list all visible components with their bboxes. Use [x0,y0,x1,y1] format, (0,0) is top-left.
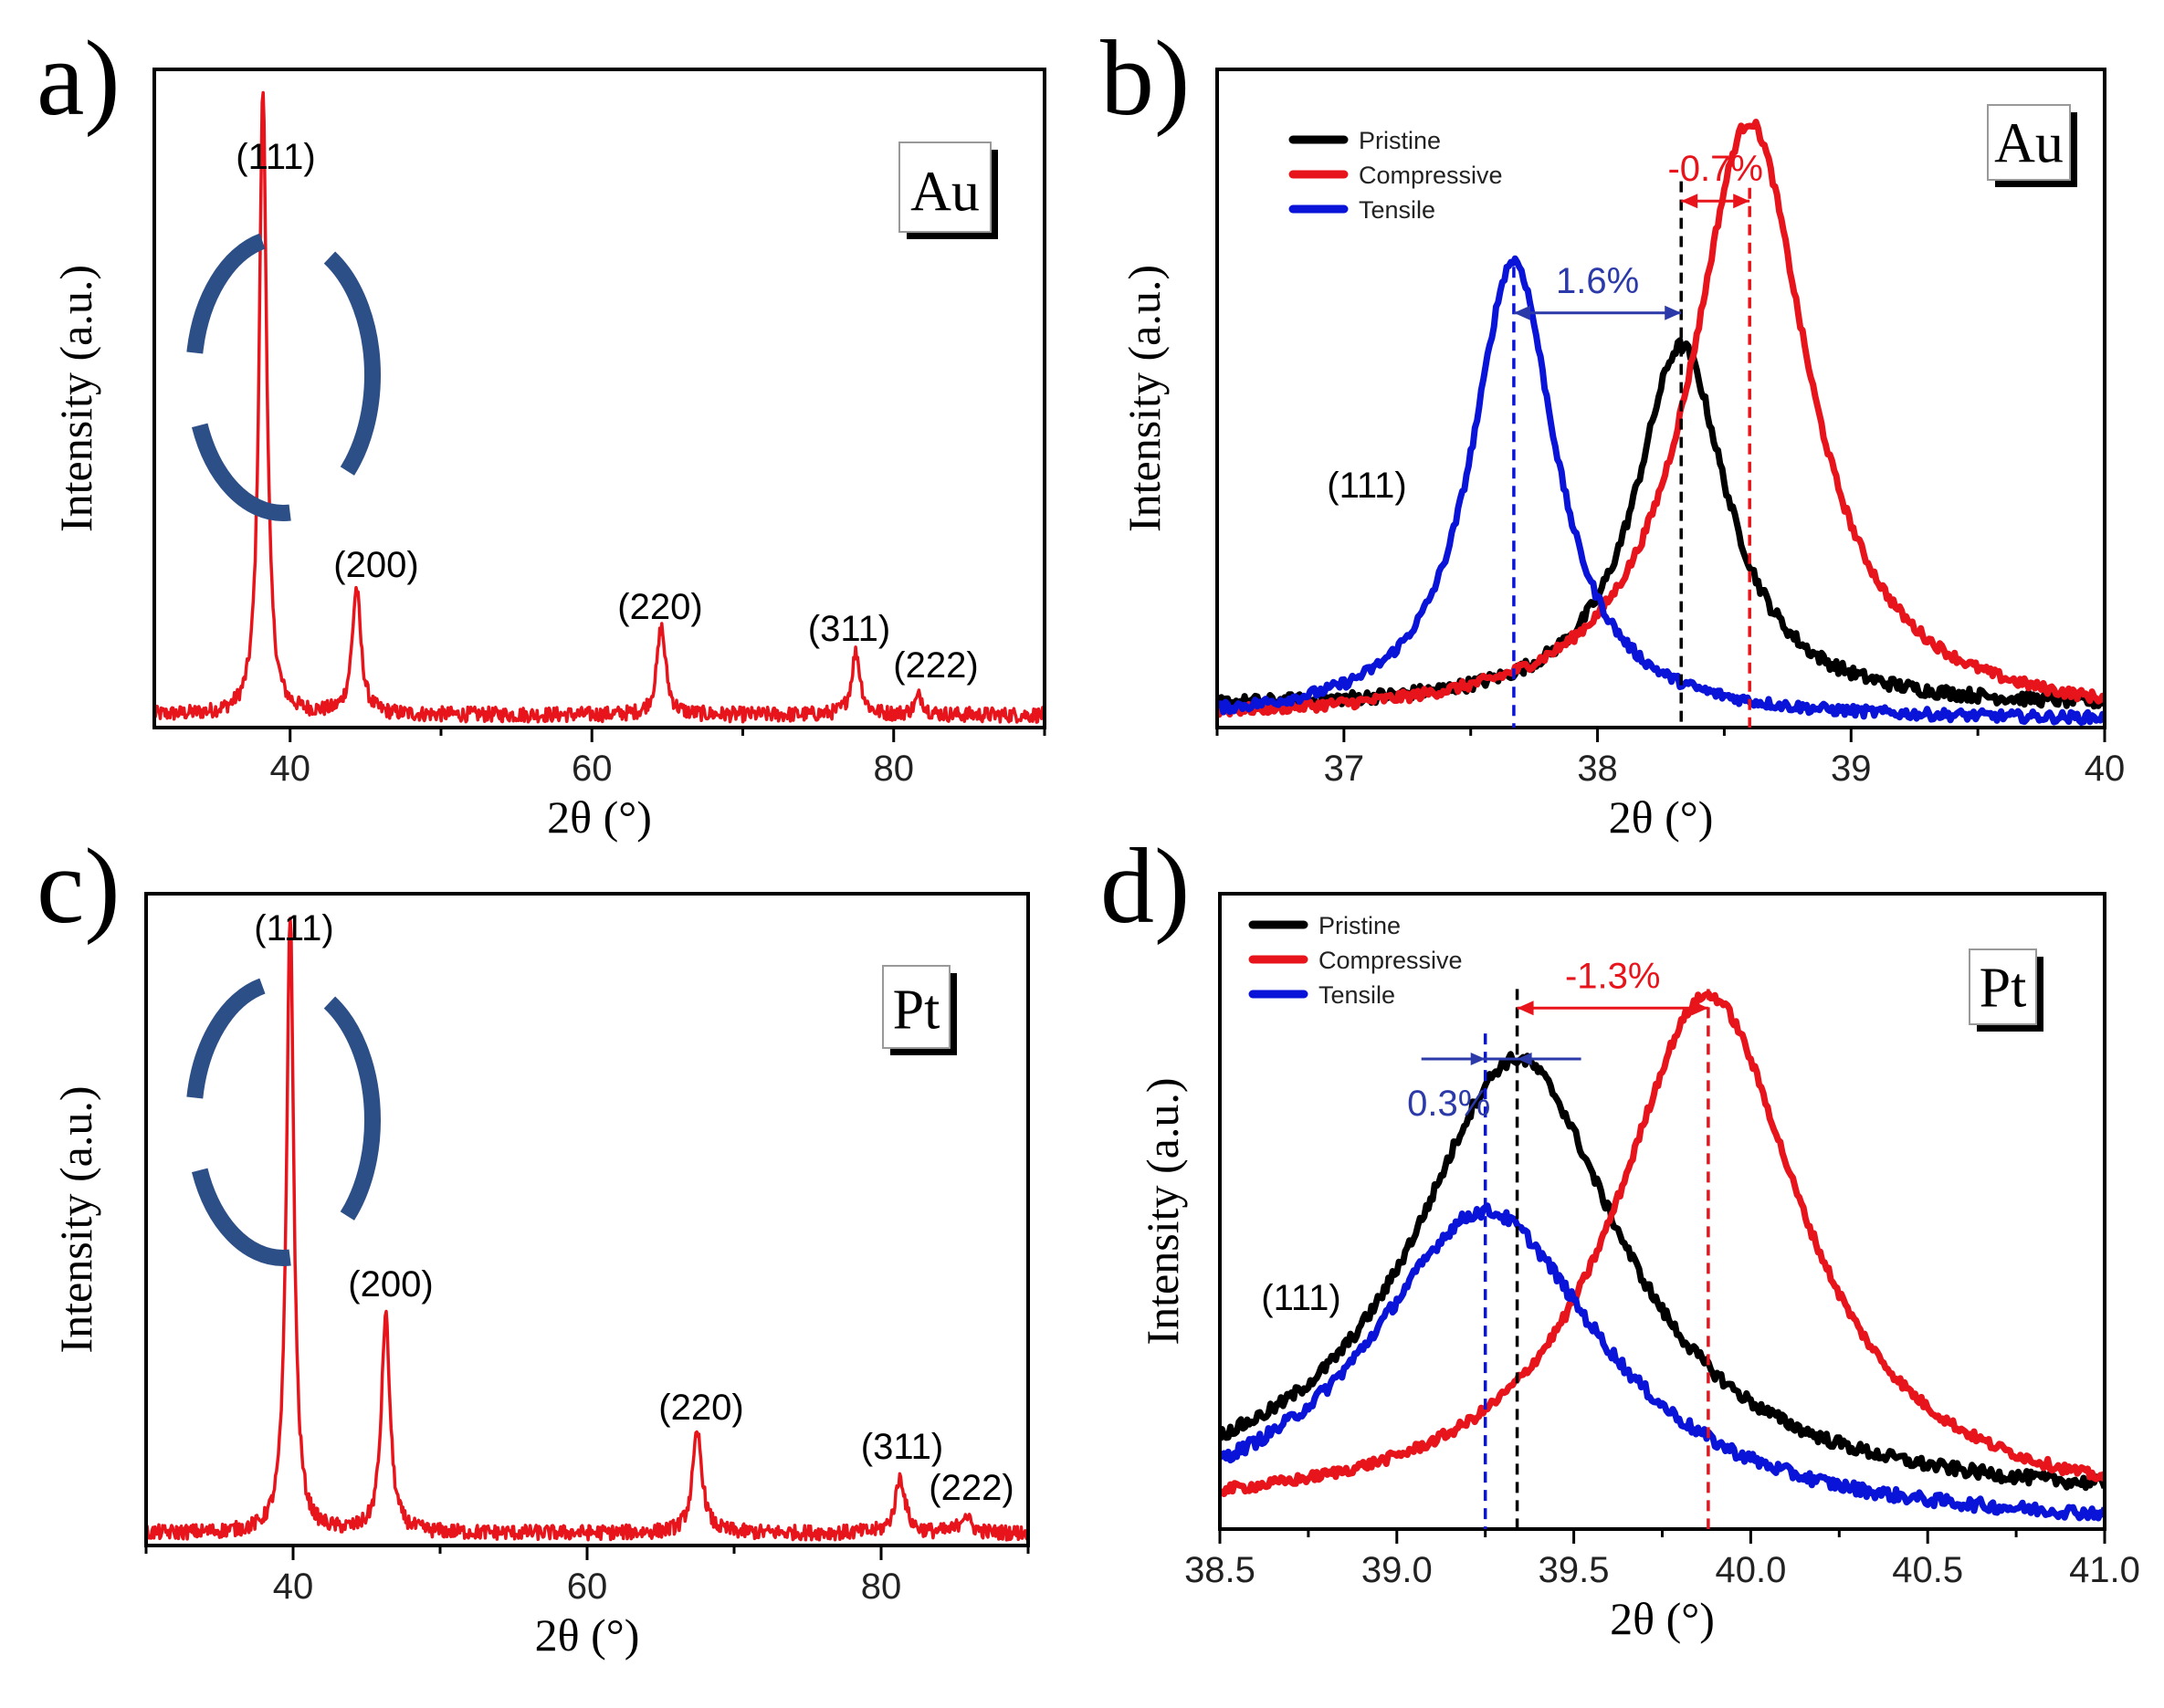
dashed-circle-highlight [185,229,381,521]
x-axis-label: 2θ (°) [547,791,652,843]
x-tick-label: 40 [269,749,310,789]
x-axis-label: 2θ (°) [1609,791,1714,843]
x-tick-label: 40 [273,1567,314,1607]
panel-a: a) 40 60 80 2θ (°) Intensity (a.u.) Au (111) (20… [37,18,1046,843]
shift-percent-label: 0.3% [1407,1084,1490,1124]
panel-letter: d) [1100,826,1190,946]
x-tick-label: 39.5 [1539,1550,1610,1590]
peak-label: (200) [348,1264,433,1305]
y-axis-label: Intensity (a.u.) [1119,265,1170,532]
arrowhead [1470,1052,1532,1065]
panel-letter: b) [1100,18,1190,138]
x-tick-label: 60 [572,749,613,789]
peak-label: (111) [1327,466,1406,506]
peak-label: (200) [333,545,418,585]
x-tick-label: 80 [861,1567,902,1607]
arrowhead [1681,194,1750,209]
x-tick-label: 60 [567,1567,608,1607]
x-tick-label: 38 [1577,749,1618,789]
element-box [1987,104,2071,181]
legend-label: Compressive [1318,947,1463,974]
shift-percent-label: 1.6% [1556,261,1639,301]
element-box [882,965,951,1049]
y-axis-label: Intensity (a.u.) [50,265,101,532]
y-axis-label: Intensity (a.u.) [50,1086,101,1354]
series-line-au [154,90,1045,724]
panel-c: c) 40 60 80 2θ (°) Intensity (a.u.) Pt (111) (20… [37,826,1030,1661]
legend-label: Pristine [1359,127,1441,154]
x-tick-label: 38.5 [1184,1550,1255,1590]
series-line-pt [146,917,1028,1542]
element-label: Pt [893,979,940,1041]
panel-b: b) 37 38 39 40 2θ (°) Intensity (a.u.) Au -0.7% 1… [1100,18,2125,843]
series-line-tensile [1217,255,2105,726]
plot-frame [1215,68,2106,729]
peak-label: (220) [617,587,702,627]
legend-label: Pristine [1318,912,1401,939]
peak-label: (222) [929,1468,1014,1508]
panel-letter: c) [37,826,121,946]
x-tick-label: 39.0 [1361,1550,1433,1590]
dashed-circle-highlight [185,974,381,1266]
panel-d: d) 38.5 39.0 39.5 40.0 40.5 41.0 2θ (°) Intensit… [1100,826,2140,1644]
legend-label: Tensile [1318,981,1395,1009]
series-line-compressive [1220,990,2105,1497]
legend-label: Compressive [1359,162,1503,189]
x-tick-label: 80 [873,749,914,789]
legend-label: Tensile [1359,196,1435,224]
shift-percent-label: -0.7% [1667,149,1763,189]
element-box [898,141,992,233]
peak-label: (111) [236,137,315,177]
x-tick-label: 41.0 [2069,1550,2140,1590]
x-tick-label: 40.5 [1892,1550,1963,1590]
element-label: Au [1994,112,2064,174]
peak-label: (222) [893,645,978,686]
element-label: Au [910,161,980,223]
plot-frame [152,68,1046,729]
series-line-compressive [1217,119,2105,718]
y-axis-label: Intensity (a.u.) [1137,1078,1188,1346]
shift-percent-label: -1.3% [1565,956,1661,996]
peak-label: (111) [254,908,333,948]
x-tick-label: 40.0 [1715,1550,1786,1590]
element-label: Pt [1980,957,2027,1019]
x-axis-label: 2θ (°) [1610,1593,1715,1644]
x-tick-label: 37 [1324,749,1365,789]
peak-label: (111) [1261,1278,1340,1318]
peak-label: (311) [808,609,890,649]
peak-label: (311) [861,1427,943,1467]
x-tick-label: 39 [1831,749,1872,789]
x-tick-label: 40 [2085,749,2126,789]
series-line-tensile [1220,1202,2105,1522]
panel-letter: a) [37,18,121,138]
series-line-pristine [1220,1051,2105,1492]
element-box [1969,948,2037,1025]
x-axis-label: 2θ (°) [535,1609,640,1661]
peak-label: (220) [658,1388,743,1428]
series-line-pristine [1217,337,2105,712]
